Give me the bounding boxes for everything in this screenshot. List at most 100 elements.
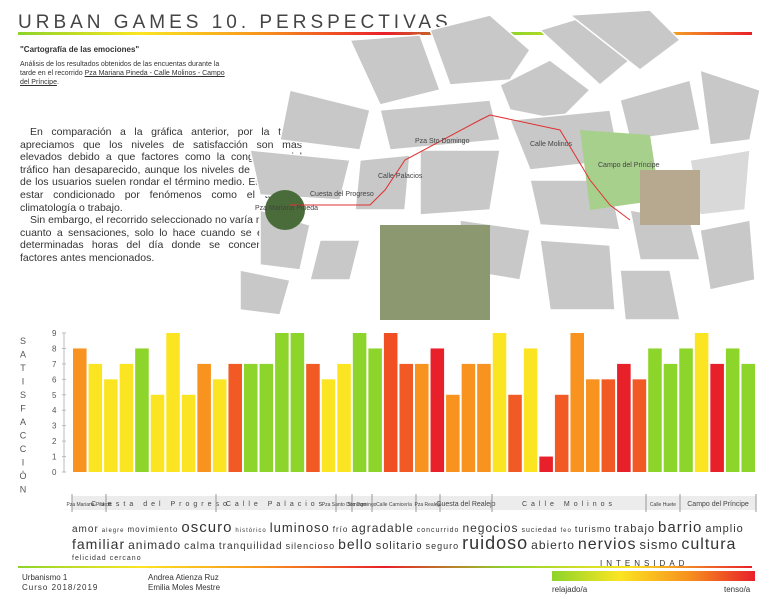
word: feo — [560, 528, 572, 534]
bar — [586, 379, 600, 472]
bar — [275, 333, 289, 472]
bar — [523, 348, 538, 472]
bar — [352, 333, 367, 472]
bar — [617, 363, 631, 472]
segment-label: Calle Palacios — [226, 501, 326, 508]
bar — [383, 333, 398, 472]
y-tick-label: 2 — [52, 437, 57, 446]
y-tick-label: 5 — [52, 391, 57, 400]
word: alegre — [101, 528, 125, 534]
y-tick-label: 8 — [52, 344, 57, 353]
bar — [73, 348, 87, 472]
bar — [461, 363, 476, 472]
bar — [492, 333, 507, 472]
segment-label: Pza Santo Domingo — [322, 502, 367, 508]
bar — [244, 363, 258, 472]
y-tick-label: 0 — [52, 468, 57, 477]
segment-row — [72, 496, 756, 510]
map-label: Pza Mariana Pineda — [255, 205, 318, 212]
bar — [694, 333, 709, 472]
segment-label: Pza Realejo — [415, 502, 442, 508]
legend-gradient — [552, 571, 755, 581]
word: sismo — [639, 537, 679, 552]
legend-title: INTENSIDAD — [600, 559, 689, 568]
word: felicidad — [72, 555, 107, 562]
description-text: Análisis de los resultados obtenidos de … — [20, 61, 220, 77]
word: calma — [184, 541, 216, 552]
word: suciedad — [521, 527, 558, 534]
word: cultura — [681, 536, 737, 553]
building — [640, 170, 700, 225]
word: negocios — [462, 521, 519, 535]
title: URBAN GAMES 10. PERSPECTIVAS — [18, 12, 452, 33]
word: trabajo — [614, 523, 656, 535]
map: Pza Sto Domingo Calle Molinos Campo del … — [239, 10, 760, 321]
paragraph: En comparación a la gráfica anterior, po… — [20, 126, 302, 214]
bar — [710, 363, 724, 472]
bar — [197, 363, 211, 472]
word: agradable — [351, 521, 414, 535]
segment-label: Calle Huete — [650, 502, 676, 508]
bar — [290, 333, 305, 472]
word: turismo — [574, 524, 612, 534]
course: Urbanismo 1 — [22, 573, 68, 582]
author: Andrea Atienza Ruz — [148, 573, 219, 582]
word: barrio — [658, 519, 703, 536]
word: silencioso — [285, 541, 336, 551]
year: Curso 2018/2019 — [22, 583, 99, 592]
segment-label: Calle Molinos — [522, 501, 616, 508]
segment-label: Sto Domingo — [348, 502, 377, 508]
footer-rule — [18, 566, 752, 568]
bar — [632, 379, 647, 472]
map-label: Pza Sto Domingo — [415, 138, 470, 145]
segment-label: Calle Carnicería — [376, 502, 412, 508]
legend-low: relajado/a — [552, 585, 588, 594]
body: En comparación a la gráfica anterior, po… — [20, 126, 302, 265]
word: oscuro — [181, 519, 233, 536]
segment-label: Cuesta del Progreso — [91, 501, 231, 508]
segment-label: Cuesta del Realejo — [436, 501, 495, 508]
map-label: Calle Palacios — [378, 173, 423, 180]
word: frío — [332, 525, 349, 534]
bar — [415, 363, 429, 472]
bar — [570, 333, 584, 472]
bar — [741, 363, 755, 472]
bar — [135, 348, 149, 472]
bar — [679, 348, 693, 472]
bar — [446, 394, 460, 472]
blocks — [239, 10, 760, 321]
bar — [166, 333, 180, 472]
y-axis-label: SATISFACCIÓN — [18, 336, 28, 498]
description: Análisis de los resultados obtenidos de … — [20, 60, 230, 87]
y-tick-label: 6 — [52, 375, 57, 384]
paragraph: Sin embargo, el recorrido seleccionado n… — [20, 214, 302, 264]
bar — [119, 363, 134, 472]
word: concurrido — [416, 527, 460, 534]
word: ruidoso — [462, 533, 529, 553]
bar — [88, 363, 103, 472]
y-tick-label: 7 — [52, 360, 57, 369]
map-label: Calle Molinos — [530, 141, 573, 148]
route-line — [290, 114, 631, 221]
plaza-trees — [265, 190, 305, 230]
word: luminoso — [269, 520, 330, 535]
word: movimiento — [127, 525, 179, 534]
y-tick-label: 9 — [52, 329, 57, 338]
bar — [430, 348, 445, 472]
bar — [399, 363, 413, 472]
description-end: . — [56, 79, 59, 86]
word: tranquilidad — [218, 541, 283, 552]
word: abierto — [531, 538, 575, 552]
bar — [368, 348, 382, 472]
bar — [228, 363, 242, 472]
y-tick-label: 1 — [52, 453, 57, 462]
bar — [337, 363, 351, 472]
word: amor — [72, 524, 99, 535]
bar — [508, 394, 522, 472]
word: animado — [128, 538, 182, 552]
bar — [181, 394, 196, 472]
alhambra-photo — [380, 225, 490, 320]
word: familiar — [72, 536, 126, 552]
